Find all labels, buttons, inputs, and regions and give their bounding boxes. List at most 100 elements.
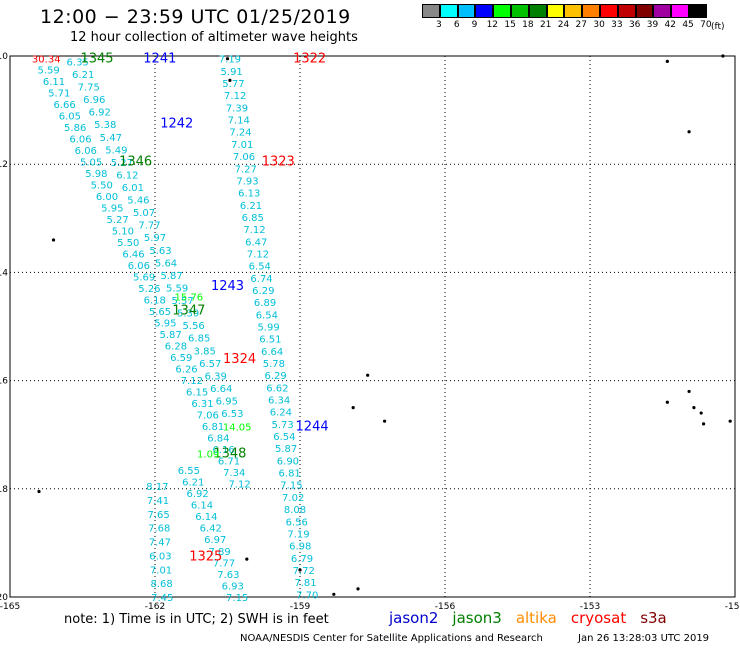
swh-value: 6.81	[279, 469, 301, 480]
island-marker	[37, 489, 41, 494]
swh-value: 5.77	[222, 79, 244, 90]
cycle-label: 1345	[80, 52, 113, 67]
swh-value: 5.50	[91, 180, 113, 191]
swh-value: 7.24	[229, 128, 251, 139]
cycle-label: 30.34	[32, 55, 61, 66]
swh-value: 6.34	[268, 396, 290, 407]
legend-label: 6	[453, 20, 460, 30]
swh-value: 6.85	[188, 334, 210, 345]
swh-value: 7.65	[147, 510, 169, 521]
swh-value: 6.84	[207, 433, 229, 444]
swh-value: 6.54	[249, 262, 271, 273]
lat-tick-label: -14	[0, 268, 8, 278]
island-marker	[721, 54, 725, 58]
swh-value: 5.64	[155, 258, 177, 269]
lat-tick-label: -16	[0, 377, 8, 387]
swh-value: 6.85	[242, 213, 264, 224]
island-marker	[332, 592, 336, 596]
legend-label: 3	[436, 20, 442, 30]
lon-tick-label: -165	[0, 602, 20, 612]
swh-value: 7.12	[243, 225, 265, 236]
lon-tick-label: -159	[290, 602, 311, 612]
satellite-legend: jason2 jason3 altika cryosat s3a	[389, 609, 681, 627]
swh-value: 6.11	[43, 77, 65, 88]
island-marker	[699, 411, 703, 415]
swh-value: 5.47	[100, 133, 122, 144]
swh-value: 6.15	[186, 387, 208, 398]
swh-value: 6.96	[83, 95, 105, 106]
legend-swatch	[617, 4, 636, 18]
swh-value: 6.59	[170, 353, 192, 364]
cycle-label: 1324	[223, 352, 256, 367]
swh-value: 5.87	[160, 271, 182, 282]
legend-label: 33	[611, 20, 623, 30]
legend-labels: 3 6 9 12 15 18 21 24 27 30 33 36 39 42 45 70	[430, 20, 715, 30]
swh-value: 6.55	[178, 466, 200, 477]
swh-value: 5.07	[133, 208, 155, 219]
swh-value: 6.39	[205, 371, 227, 382]
color-legend: 3 6 9 12 15 18 21 24 27 30 33 36 39 42 45 70 (ft)	[422, 4, 725, 32]
legend-swatch	[688, 4, 707, 18]
legend-swatch	[528, 4, 547, 18]
legend-swatch	[635, 4, 654, 18]
swh-value: 5.10	[112, 226, 134, 237]
map-title: 12:00 − 23:59 UTC 01/25/2019	[40, 6, 351, 28]
island-marker	[298, 568, 302, 572]
island-marker	[356, 587, 360, 591]
swh-value: 6.47	[245, 237, 267, 248]
swh-value: 5.56	[183, 321, 205, 332]
legend-swatch	[599, 4, 618, 18]
swh-value: 5.98	[85, 169, 107, 180]
swh-value: 6.00	[96, 192, 118, 203]
cycle-label: 1322	[293, 52, 326, 67]
swh-value: 5.65	[149, 307, 171, 318]
swh-value: 5.38	[94, 120, 116, 131]
legend-swatch	[653, 4, 672, 18]
legend-swatch	[564, 4, 583, 18]
swh-value: 5.57	[171, 296, 193, 307]
legend-label: 36	[628, 20, 641, 30]
swh-value: 7.41	[147, 496, 169, 507]
timestamp-text: Jan 26 13:28:03 UTC 2019	[578, 633, 710, 644]
swh-value: 6.16	[213, 445, 235, 456]
swh-value: 7.12	[247, 249, 269, 260]
swh-value: 8.68	[151, 579, 173, 590]
swh-value: 6.93	[222, 581, 244, 592]
credit-text: NOAA/NESDIS Center for Satellite Applica…	[240, 633, 543, 644]
swh-value: 5.91	[221, 67, 243, 78]
swh-value: 6.18	[144, 295, 166, 306]
swh-value: 6.14	[195, 512, 217, 523]
legend-swatch	[475, 4, 494, 18]
cycle-label: 1244	[296, 420, 329, 435]
lat-tick-label: -20	[0, 593, 8, 603]
swh-value: 6.81	[202, 422, 224, 433]
satellite-jason3: jason3	[452, 609, 502, 627]
legend-label: 39	[646, 20, 659, 30]
legend-label: 21	[539, 20, 552, 30]
legend-label: 45	[682, 20, 694, 30]
swh-value: 8.17	[146, 482, 168, 493]
swh-value: 6.64	[210, 384, 232, 395]
cycle-label: 1.09	[197, 450, 219, 461]
swh-value: 6.06	[75, 146, 97, 157]
legend-swatch	[457, 4, 476, 18]
island-marker	[665, 59, 669, 64]
swh-value: 5.95	[154, 318, 176, 329]
swh-value: 7.06	[233, 152, 255, 163]
legend-label: 42	[664, 20, 676, 30]
swh-value: 6.64	[261, 347, 283, 358]
swh-value: 5.78	[263, 359, 285, 370]
island-marker	[687, 389, 691, 394]
swh-value: 6.01	[122, 183, 144, 194]
swh-value: 6.03	[149, 551, 171, 562]
swh-value: 6.74	[250, 274, 272, 285]
swh-value: 7.06	[197, 410, 219, 421]
swh-value: 5.46	[127, 196, 149, 207]
cycle-label: 1241	[143, 52, 176, 67]
island-marker	[51, 238, 56, 242]
swh-value: 5.05	[80, 157, 102, 168]
swh-value: 5.87	[160, 330, 182, 341]
cycle-label: 1323	[262, 154, 295, 169]
swh-value: 7.63	[217, 570, 239, 581]
